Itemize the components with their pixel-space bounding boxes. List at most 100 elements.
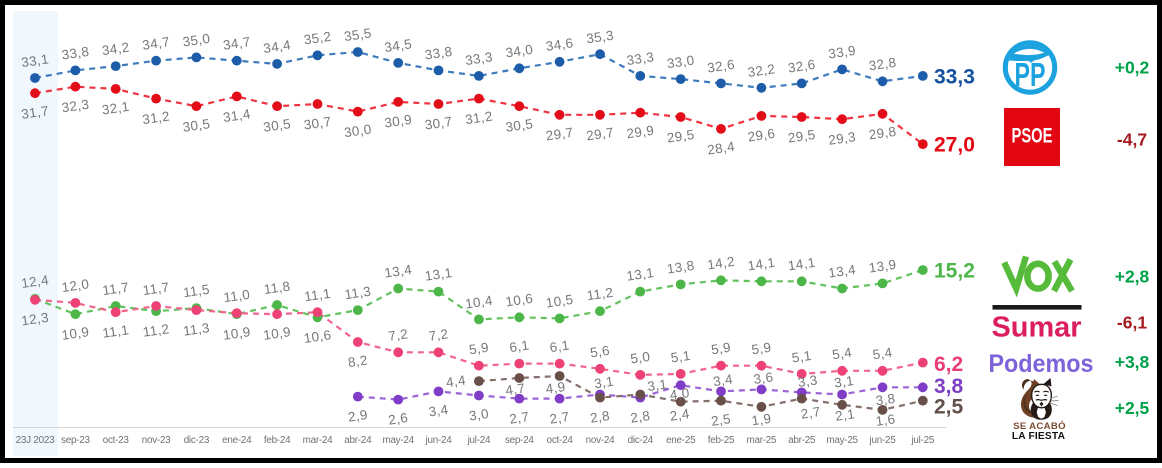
- svg-text:sep-24: sep-24: [505, 435, 534, 446]
- svg-text:14,1: 14,1: [787, 255, 817, 274]
- svg-text:1,9: 1,9: [751, 411, 773, 429]
- svg-text:32,6: 32,6: [706, 57, 736, 76]
- svg-text:28,4: 28,4: [706, 139, 736, 158]
- svg-text:30,9: 30,9: [383, 112, 413, 131]
- svg-text:15,2: 15,2: [934, 260, 975, 283]
- svg-text:31,2: 31,2: [141, 109, 171, 128]
- svg-text:11,2: 11,2: [142, 321, 171, 340]
- svg-text:34,4: 34,4: [262, 37, 292, 56]
- svg-text:10,5: 10,5: [545, 292, 575, 311]
- svg-text:5,6: 5,6: [589, 343, 611, 361]
- svg-text:27,0: 27,0: [934, 134, 975, 157]
- svg-text:ene-24: ene-24: [222, 435, 252, 446]
- svg-text:LA FIESTA: LA FIESTA: [1012, 431, 1066, 442]
- svg-text:3,4: 3,4: [712, 372, 734, 390]
- svg-text:-6,1: -6,1: [1117, 312, 1147, 332]
- svg-text:4,0: 4,0: [669, 385, 691, 403]
- svg-text:11,8: 11,8: [263, 279, 292, 298]
- svg-text:12,4: 12,4: [20, 272, 50, 291]
- svg-text:13,1: 13,1: [626, 265, 656, 284]
- svg-text:30,7: 30,7: [424, 114, 454, 133]
- svg-text:35,0: 35,0: [182, 31, 212, 50]
- svg-text:11,5: 11,5: [182, 282, 211, 301]
- svg-text:11,2: 11,2: [586, 285, 615, 304]
- svg-text:4,7: 4,7: [504, 380, 526, 398]
- svg-text:6,2: 6,2: [934, 353, 963, 376]
- svg-text:3,1: 3,1: [646, 376, 668, 394]
- svg-text:dic-23: dic-23: [184, 435, 210, 446]
- svg-text:13,8: 13,8: [666, 258, 696, 277]
- svg-text:10,4: 10,4: [464, 293, 494, 312]
- svg-text:Podemos: Podemos: [989, 350, 1094, 378]
- svg-text:34,7: 34,7: [222, 34, 252, 53]
- svg-text:jul-25: jul-25: [910, 435, 934, 446]
- svg-text:3,6: 3,6: [753, 369, 775, 387]
- svg-text:11,0: 11,0: [223, 287, 252, 306]
- svg-text:33,3: 33,3: [626, 49, 656, 68]
- svg-text:5,4: 5,4: [831, 345, 853, 363]
- svg-text:ene-25: ene-25: [666, 435, 696, 446]
- svg-text:29,3: 29,3: [827, 129, 857, 148]
- svg-text:29,7: 29,7: [545, 125, 575, 144]
- svg-text:5,0: 5,0: [629, 349, 651, 367]
- svg-text:2,1: 2,1: [834, 406, 856, 424]
- svg-text:14,1: 14,1: [747, 255, 777, 274]
- svg-text:3,3: 3,3: [797, 372, 819, 390]
- svg-text:5,1: 5,1: [670, 348, 692, 366]
- svg-text:10,9: 10,9: [262, 324, 292, 343]
- svg-text:2,7: 2,7: [508, 409, 530, 427]
- svg-text:29,7: 29,7: [585, 125, 615, 144]
- svg-text:13,4: 13,4: [383, 262, 413, 281]
- svg-text:2,9: 2,9: [347, 407, 369, 425]
- svg-text:4,4: 4,4: [445, 373, 467, 391]
- svg-text:12,0: 12,0: [61, 276, 91, 295]
- svg-text:32,8: 32,8: [868, 55, 898, 74]
- svg-text:2,4: 2,4: [669, 406, 691, 424]
- svg-text:29,9: 29,9: [626, 123, 656, 142]
- svg-text:5,9: 5,9: [710, 340, 732, 358]
- svg-text:30,5: 30,5: [505, 116, 535, 135]
- svg-text:5,1: 5,1: [791, 348, 813, 366]
- svg-text:SE ACABÓ: SE ACABÓ: [1013, 420, 1066, 432]
- svg-text:3,1: 3,1: [833, 373, 855, 391]
- svg-text:2,8: 2,8: [589, 408, 611, 426]
- svg-text:abr-24: abr-24: [344, 435, 372, 446]
- svg-text:33,3: 33,3: [464, 49, 494, 68]
- svg-text:30,5: 30,5: [262, 116, 292, 135]
- svg-text:+2,8: +2,8: [1115, 266, 1150, 286]
- svg-text:oct-23: oct-23: [103, 435, 130, 446]
- svg-text:+0,2: +0,2: [1115, 57, 1150, 77]
- svg-text:29,8: 29,8: [868, 124, 898, 143]
- svg-text:32,6: 32,6: [787, 57, 817, 76]
- svg-text:5,9: 5,9: [751, 340, 773, 358]
- svg-text:3,8: 3,8: [934, 375, 964, 398]
- svg-text:5,9: 5,9: [468, 340, 490, 358]
- svg-text:may-24: may-24: [382, 435, 414, 446]
- svg-text:4,9: 4,9: [545, 379, 567, 397]
- svg-text:nov-23: nov-23: [142, 435, 171, 446]
- svg-text:12,3: 12,3: [20, 310, 50, 329]
- svg-text:32,1: 32,1: [101, 99, 131, 118]
- svg-text:33,0: 33,0: [666, 53, 696, 72]
- svg-text:2,7: 2,7: [800, 404, 822, 422]
- svg-text:1,6: 1,6: [875, 411, 897, 429]
- svg-text:30,0: 30,0: [343, 122, 373, 141]
- svg-text:34,5: 34,5: [383, 36, 413, 55]
- svg-text:35,3: 35,3: [585, 28, 615, 47]
- svg-text:oct-24: oct-24: [547, 435, 574, 446]
- svg-text:10,6: 10,6: [303, 327, 333, 346]
- svg-text:2,5: 2,5: [934, 396, 964, 419]
- svg-text:33,1: 33,1: [20, 51, 50, 70]
- svg-text:34,0: 34,0: [505, 42, 535, 61]
- svg-text:10,9: 10,9: [222, 324, 252, 343]
- svg-text:31,7: 31,7: [20, 103, 50, 122]
- svg-text:11,7: 11,7: [101, 280, 130, 299]
- svg-text:10,9: 10,9: [61, 324, 91, 343]
- svg-text:11,3: 11,3: [182, 320, 211, 339]
- svg-text:11,7: 11,7: [142, 280, 171, 299]
- svg-text:nov-24: nov-24: [586, 435, 615, 446]
- svg-text:34,7: 34,7: [141, 34, 171, 53]
- svg-text:2,6: 2,6: [387, 410, 409, 428]
- svg-text:3,1: 3,1: [593, 374, 615, 392]
- svg-text:30,7: 30,7: [303, 114, 333, 133]
